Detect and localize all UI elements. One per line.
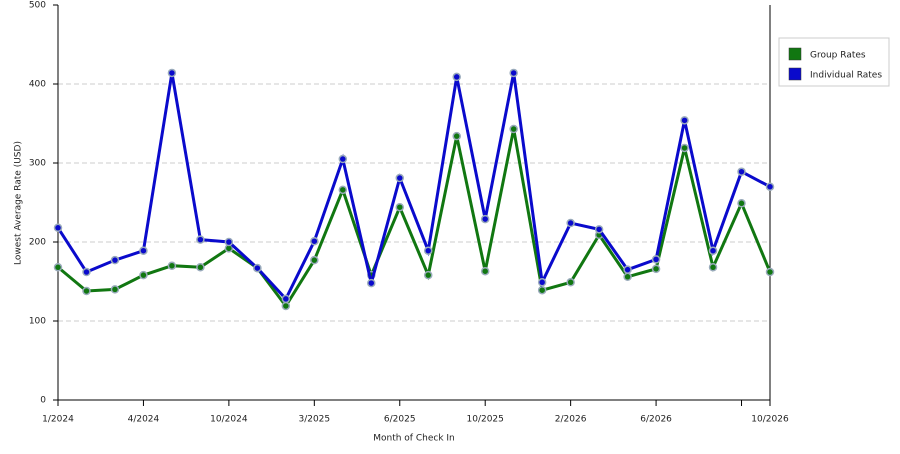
data-point bbox=[509, 124, 518, 134]
data-point bbox=[480, 266, 490, 276]
data-point bbox=[167, 68, 177, 78]
data-point bbox=[423, 246, 433, 255]
data-point bbox=[480, 214, 490, 224]
y-axis-label: Lowest Average Rate (USD) bbox=[14, 141, 24, 265]
x-tick-label: 6/2025 bbox=[384, 415, 416, 425]
data-point bbox=[509, 68, 518, 78]
data-point bbox=[765, 267, 775, 277]
data-point bbox=[537, 285, 547, 295]
data-point bbox=[338, 154, 348, 164]
data-point bbox=[651, 255, 661, 264]
data-point bbox=[680, 116, 689, 125]
data-point bbox=[110, 255, 120, 265]
data-point bbox=[53, 263, 63, 272]
data-point bbox=[765, 182, 775, 191]
data-point bbox=[737, 167, 746, 176]
data-point bbox=[281, 301, 291, 311]
data-point bbox=[651, 264, 661, 274]
data-point bbox=[139, 270, 148, 280]
legend-swatch bbox=[788, 47, 802, 61]
data-point bbox=[53, 223, 63, 233]
data-point bbox=[196, 263, 205, 272]
data-point bbox=[281, 294, 291, 304]
data-point bbox=[110, 285, 120, 294]
data-point bbox=[423, 270, 433, 280]
data-point bbox=[566, 218, 575, 228]
data-point bbox=[82, 286, 91, 296]
data-point bbox=[623, 272, 632, 282]
legend-label: Individual Rates bbox=[810, 71, 882, 81]
data-point bbox=[708, 246, 718, 255]
data-point bbox=[338, 185, 348, 195]
y-tick-label: 400 bbox=[29, 80, 46, 90]
y-tick-label: 0 bbox=[40, 396, 46, 406]
data-point bbox=[395, 202, 405, 212]
legend-swatch bbox=[788, 67, 802, 81]
data-point bbox=[452, 72, 461, 82]
data-point bbox=[708, 263, 718, 272]
y-tick-label: 100 bbox=[29, 317, 46, 327]
x-tick-label: 10/2025 bbox=[467, 415, 504, 425]
data-point bbox=[139, 246, 148, 255]
data-point bbox=[452, 131, 461, 141]
series-line bbox=[56, 72, 771, 302]
x-tick-label: 6/2026 bbox=[640, 415, 672, 425]
x-tick-label: 3/2025 bbox=[298, 415, 330, 425]
data-point bbox=[253, 263, 262, 273]
data-point bbox=[737, 199, 746, 208]
y-tick-label: 500 bbox=[29, 1, 46, 11]
data-point bbox=[623, 265, 632, 274]
data-point bbox=[537, 278, 547, 287]
data-point bbox=[395, 173, 405, 183]
x-tick-label: 10/2026 bbox=[751, 415, 789, 425]
x-tick-label: 2/2026 bbox=[555, 415, 587, 425]
x-tick-label: 10/2024 bbox=[210, 415, 248, 425]
x-tick-label: 4/2024 bbox=[128, 415, 160, 425]
data-point bbox=[310, 236, 319, 246]
data-point bbox=[566, 278, 575, 287]
data-point bbox=[367, 278, 376, 288]
data-point bbox=[310, 255, 319, 265]
data-point bbox=[680, 143, 689, 153]
y-tick-label: 300 bbox=[29, 159, 46, 169]
legend-label: Group Rates bbox=[810, 51, 866, 61]
data-point bbox=[224, 237, 234, 247]
x-tick-label: 1/2024 bbox=[42, 415, 74, 425]
x-axis-label: Month of Check In bbox=[373, 434, 455, 444]
data-point bbox=[82, 267, 91, 277]
data-point bbox=[594, 225, 604, 234]
y-tick-label: 200 bbox=[29, 238, 46, 248]
data-point bbox=[196, 235, 205, 244]
series-line bbox=[57, 128, 772, 309]
data-point bbox=[167, 261, 177, 270]
